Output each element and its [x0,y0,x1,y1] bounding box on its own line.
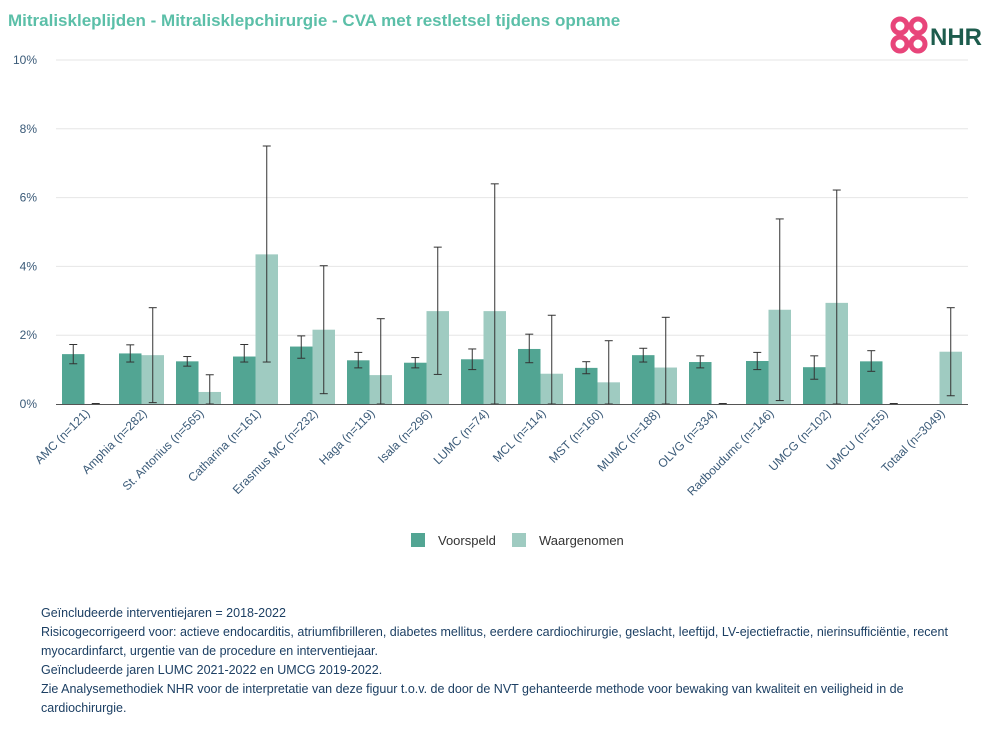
y-tick-label: 0% [20,397,38,411]
error-bar-waargenomen [262,145,271,363]
error-bar-waargenomen [775,218,784,402]
error-bar-voorspeld [525,333,534,364]
bar-voorspeld [404,362,427,404]
x-tick-label: OLVG (n=334) [655,406,720,471]
bar-voorspeld [632,355,655,404]
error-bar-voorspeld [411,357,420,369]
legend-swatch-waargenomen [512,533,526,547]
error-bar-waargenomen [946,307,955,397]
error-bar-voorspeld [69,343,78,365]
x-tick-label: Isala (n=296) [375,406,435,466]
error-bar-voorspeld [753,351,762,371]
error-bar-voorspeld [183,356,192,367]
error-bar-voorspeld [468,348,477,371]
gridlines [56,59,968,336]
y-tick-label: 10% [13,53,37,67]
bar-voorspeld [62,354,85,404]
x-axis: AMC (n=121)Amphia (n=282)St. Antonius (n… [32,406,948,498]
footnotes: Geïncludeerde interventiejaren = 2018-20… [41,604,971,718]
error-bars [69,145,955,405]
y-tick-label: 8% [20,122,38,136]
bar-voorspeld [347,360,370,404]
bar-voorspeld [176,361,199,404]
footnote-risk-adjustment: Risicogecorrigeerd voor: actieve endocar… [41,625,948,658]
bar-voorspeld [575,367,598,404]
error-bar-voorspeld [582,361,591,375]
x-tick-label: Haga (n=119) [316,406,377,467]
nhr-logo: NHR [890,16,982,54]
nhr-logo-text: NHR [930,24,982,51]
error-bar-waargenomen [319,265,328,395]
chart-title: Mitraliskleplijden - Mitralisklepchirurg… [8,11,621,30]
error-bar-voorspeld [240,343,249,363]
error-bar-voorspeld [696,355,705,369]
bar-voorspeld [803,367,826,404]
bars [62,254,962,404]
legend: Voorspeld Waargenomen [411,533,624,548]
error-bar-voorspeld [354,351,363,369]
bar-voorspeld [461,359,484,404]
x-tick-label: AMC (n=121) [32,406,93,467]
bar-voorspeld [518,348,541,404]
y-tick-label: 4% [20,259,38,273]
x-tick-label: MST (n=160) [546,406,606,466]
footnote-included-years: Geïncludeerde jaren LUMC 2021-2022 en UM… [41,663,383,677]
x-tick-label: MCL (n=114) [490,406,549,465]
footnote-methodology: Zie Analysemethodiek NHR voor de interpr… [41,682,904,715]
x-tick-label: LUMC (n=74) [431,406,492,467]
bar-voorspeld [689,362,712,404]
bar-voorspeld [746,361,769,404]
y-tick-label: 6% [20,191,38,205]
legend-swatch-voorspeld [411,533,425,547]
footnote-years: Geïncludeerde interventiejaren = 2018-20… [41,606,286,620]
error-bar-waargenomen [433,246,442,375]
bar-voorspeld [233,356,256,404]
error-bar-waargenomen [148,307,157,404]
y-axis: 0% 2% 4% 6% 8% 10% [13,53,37,411]
bar-voorspeld [290,346,313,404]
legend-label-waargenomen: Waargenomen [539,533,624,548]
nhr-logo-mark-icon [890,16,928,54]
error-bar-voorspeld [297,335,306,359]
bar-voorspeld [119,353,142,404]
error-bar-voorspeld [867,350,876,372]
legend-label-voorspeld: Voorspeld [438,533,496,548]
error-bar-voorspeld [810,355,819,380]
y-tick-label: 2% [20,328,38,342]
bar-chart: 0% 2% 4% 6% 8% 10% AMC (n=121)Amphia (n=282)S… [13,53,968,548]
error-bar-voorspeld [639,347,648,363]
error-bar-voorspeld [126,344,135,363]
bar-voorspeld [860,361,883,404]
